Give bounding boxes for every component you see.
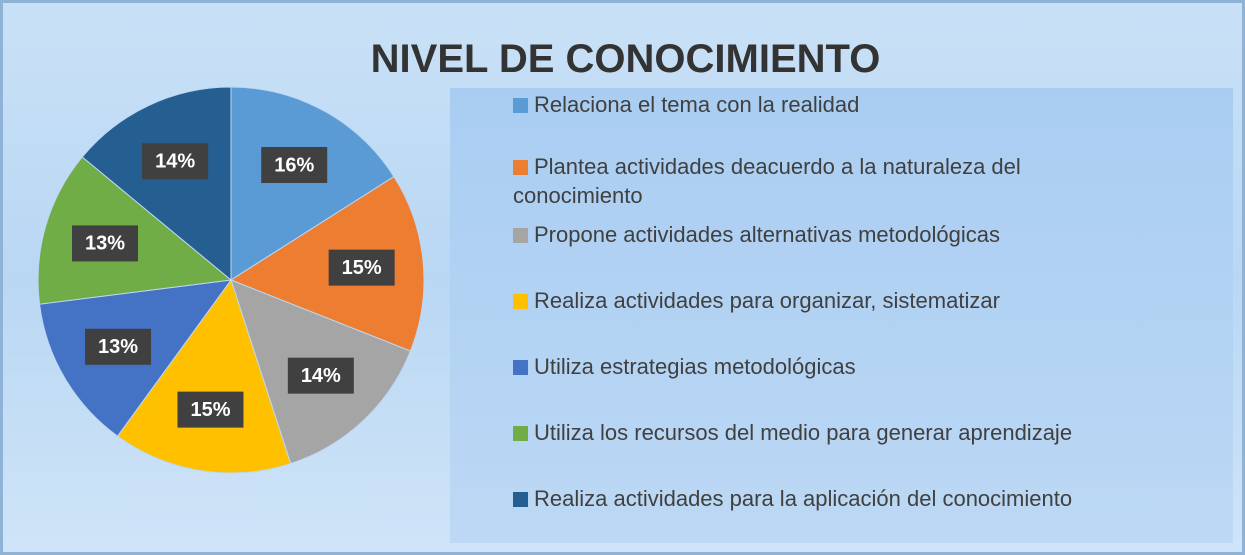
legend-swatch: [513, 228, 528, 243]
data-label-box: [261, 146, 328, 183]
legend-swatch: [513, 160, 528, 175]
legend-item: Propone actividades alternativas metodol…: [513, 220, 1000, 249]
legend-label: Utiliza los recursos del medio para gene…: [534, 420, 1073, 445]
data-label-box: [85, 328, 152, 365]
legend-item: Utiliza los recursos del medio para gene…: [513, 418, 1072, 447]
legend-item: Realiza actividades para la aplicación d…: [513, 484, 1072, 513]
legend-item: Relaciona el tema con la realidad: [513, 90, 859, 119]
legend: Relaciona el tema con la realidad Plantea…: [450, 88, 1233, 543]
legend-item: Utiliza estrategias metodológicas: [513, 352, 856, 381]
legend-item: Plantea actividades deacuerdo a la natur…: [513, 152, 1113, 210]
legend-label: Realiza actividades para la aplicación d…: [534, 486, 1073, 511]
data-label: 15%: [342, 257, 382, 279]
legend-swatch: [513, 98, 528, 113]
legend-label: Realiza actividades para organizar, sist…: [534, 288, 1000, 313]
pie-slice: [81, 86, 232, 282]
data-label-box: [328, 249, 395, 286]
pie-slice: [116, 278, 292, 474]
legend-item: Realiza actividades para organizar, sist…: [513, 286, 1000, 315]
chart-title: NIVEL DE CONOCIMIENTO: [370, 37, 881, 81]
legend-label: Relaciona el tema con la realidad: [534, 92, 860, 117]
pie: 16% 15% 14% 15% 13% 13% 14%: [37, 86, 425, 474]
legend-swatch: [513, 426, 528, 441]
data-label-box: [177, 391, 244, 428]
data-label: 13%: [85, 233, 125, 255]
data-label-box: [142, 143, 209, 180]
data-label: 15%: [190, 399, 230, 421]
data-label: 13%: [98, 336, 138, 358]
data-label: 16%: [274, 154, 314, 176]
data-label: 14%: [301, 365, 341, 387]
legend-swatch: [513, 360, 528, 375]
pie-slice: [229, 175, 425, 352]
legend-label: Utiliza estrategias metodológicas: [534, 354, 856, 379]
data-label-box: [71, 225, 138, 262]
legend-label: Propone actividades alternativas metodol…: [534, 222, 1000, 247]
legend-swatch: [513, 492, 528, 507]
data-label: 14%: [155, 151, 195, 173]
pie-slice: [230, 86, 395, 281]
data-label-box: [287, 357, 354, 394]
legend-label: Plantea actividades deacuerdo a la natur…: [513, 154, 1021, 208]
legend-swatch: [513, 294, 528, 309]
